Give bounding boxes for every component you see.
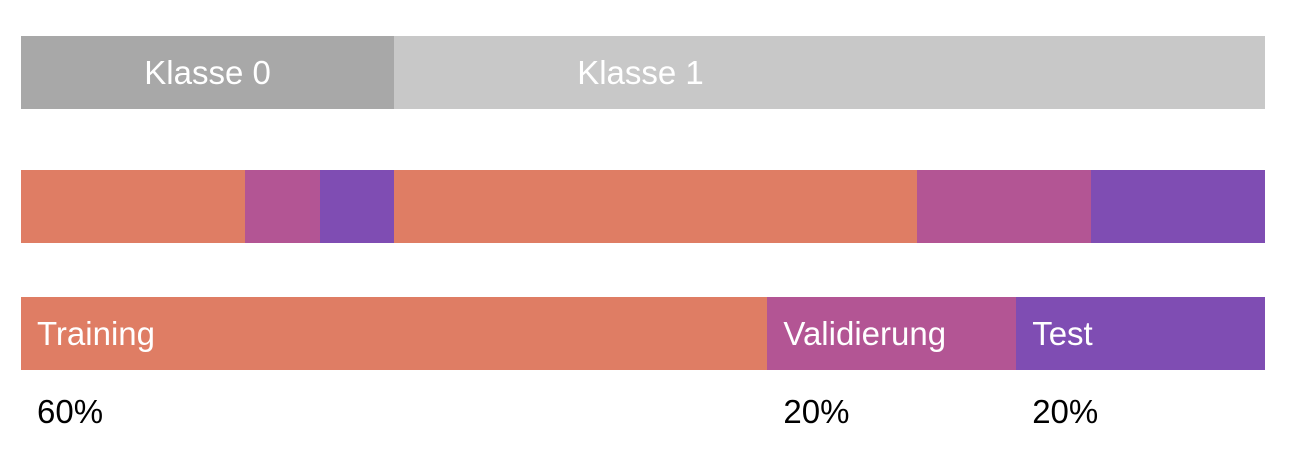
training-label: Training [37,314,155,352]
training-segment: Training [21,297,768,370]
class-distribution-bar: Klasse 0 Klasse 1 [21,36,1265,109]
validation-segment: Validierung [767,297,1017,370]
class-1-segment: Klasse 1 [394,36,1265,109]
test-segment: Test [1016,297,1265,370]
overall-split-bar: Training Validierung Test [21,297,1265,370]
stratified-split-bar [21,170,1265,243]
class-1-training-segment [394,170,917,243]
class-1-validation-segment [916,170,1091,243]
test-percentage: 20% [1032,393,1099,430]
training-percentage: 60% [37,393,104,430]
test-label: Test [1032,314,1093,352]
class-0-training-segment [21,170,245,243]
validation-percentage: 20% [783,393,850,430]
class-0-validation-segment [244,170,320,243]
validation-label: Validierung [783,314,947,352]
class-0-test-segment [319,170,395,243]
class-1-label: Klasse 1 [577,53,704,91]
class-0-segment: Klasse 0 [21,36,395,109]
class-1-test-segment [1090,170,1265,243]
class-0-label: Klasse 0 [144,53,271,91]
